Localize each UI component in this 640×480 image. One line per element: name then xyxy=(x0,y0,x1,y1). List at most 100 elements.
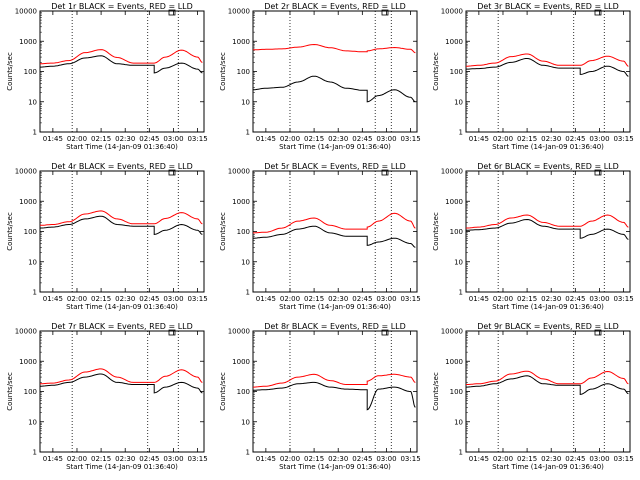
top-marker-square xyxy=(594,329,602,336)
series-line-events xyxy=(466,218,629,240)
y-tick-label: 1 xyxy=(459,449,463,457)
x-tick-label: 02:45 xyxy=(352,295,372,303)
x-tick-label: 03:00 xyxy=(163,295,183,303)
y-tick-label: 1000 xyxy=(19,358,37,366)
y-tick-label: 10 xyxy=(28,98,37,106)
y-axis-label: Counts/sec xyxy=(6,372,14,411)
y-tick-label: 1 xyxy=(33,129,37,137)
series-line-events xyxy=(466,58,629,77)
detector-panel-7: Det 7r BLACK = Events, RED = LLD 1 10 100 10… xyxy=(6,322,208,471)
y-tick-label: 1000 xyxy=(445,358,463,366)
y-axis-label: Counts/sec xyxy=(432,372,440,411)
x-tick-label: 03:15 xyxy=(400,295,420,303)
x-tick-label: 03:00 xyxy=(163,455,183,463)
y-tick-label: 1 xyxy=(246,289,250,297)
series-line-lld xyxy=(466,53,629,67)
x-tick-label: 02:45 xyxy=(139,455,159,463)
series-line-events xyxy=(40,373,203,394)
series-line-events xyxy=(253,381,416,411)
x-tick-label: 01:45 xyxy=(43,455,63,463)
y-axis-label: Counts/sec xyxy=(432,212,440,251)
y-tick-label: 1 xyxy=(33,449,37,457)
x-tick-label: 02:00 xyxy=(493,455,513,463)
detector-panel-4: Det 4r BLACK = Events, RED = LLD 1 10 100 10… xyxy=(6,162,208,311)
y-axis-label: Counts/sec xyxy=(219,52,227,91)
series-line-events xyxy=(39,215,203,235)
series-line-events xyxy=(253,225,416,248)
plot-frame xyxy=(252,10,418,133)
x-tick-label: 02:00 xyxy=(280,295,300,303)
series-line-lld xyxy=(465,214,629,229)
top-marker-square xyxy=(168,169,176,176)
plot-frame xyxy=(252,330,418,453)
x-tick-label: 02:15 xyxy=(517,455,537,463)
x-tick-label: 03:00 xyxy=(589,455,609,463)
panel-title: Det 8r BLACK = Events, RED = LLD xyxy=(264,322,406,331)
y-tick-label: 1000 xyxy=(232,38,250,46)
detector-panel-5: Det 5r BLACK = Events, RED = LLD 1 10 100 10… xyxy=(219,162,421,311)
x-tick-label: 02:45 xyxy=(139,135,159,143)
x-tick-label: 03:00 xyxy=(589,135,609,143)
y-tick-label: 100 xyxy=(24,228,37,236)
x-tick-label: 03:00 xyxy=(589,295,609,303)
plot-frame xyxy=(465,330,631,453)
y-tick-label: 10 xyxy=(28,418,37,426)
panel-title: Det 2r BLACK = Events, RED = LLD xyxy=(264,2,406,11)
y-tick-label: 1 xyxy=(459,129,463,137)
y-tick-label: 10 xyxy=(241,258,250,266)
x-tick-label: 02:30 xyxy=(115,455,135,463)
y-tick-label: 1000 xyxy=(232,198,250,206)
x-tick-label: 02:00 xyxy=(67,455,87,463)
top-marker-square xyxy=(381,169,389,176)
plot-frame xyxy=(39,10,205,133)
x-tick-label: 02:45 xyxy=(565,295,585,303)
x-tick-label: 02:30 xyxy=(541,295,561,303)
y-tick-label: 100 xyxy=(237,68,250,76)
x-tick-label: 02:00 xyxy=(493,295,513,303)
x-tick-label: 02:30 xyxy=(328,135,348,143)
x-axis-label: Start Time (14-Jan-09 01:36:40) xyxy=(66,463,178,471)
y-tick-label: 10000 xyxy=(15,8,37,16)
y-tick-label: 1 xyxy=(246,129,250,137)
x-axis-label: Start Time (14-Jan-09 01:36:40) xyxy=(279,143,391,151)
x-tick-label: 03:00 xyxy=(163,135,183,143)
y-tick-label: 100 xyxy=(450,228,463,236)
y-axis-label: Counts/sec xyxy=(432,52,440,91)
y-tick-label: 1000 xyxy=(19,198,37,206)
y-tick-label: 10000 xyxy=(441,8,463,16)
y-tick-label: 10000 xyxy=(441,328,463,336)
y-tick-label: 100 xyxy=(24,68,37,76)
detector-panel-3: Det 3r BLACK = Events, RED = LLD 1 10 100 10… xyxy=(432,2,634,151)
x-axis-label: Start Time (14-Jan-09 01:36:40) xyxy=(492,463,604,471)
x-tick-label: 03:15 xyxy=(400,135,420,143)
top-marker-square xyxy=(381,329,389,336)
x-tick-label: 01:45 xyxy=(469,135,489,143)
detector-panel-9: Det 9r BLACK = Events, RED = LLD 1 10 100 10… xyxy=(432,322,634,471)
series-line-lld xyxy=(466,370,629,385)
y-tick-label: 10 xyxy=(454,258,463,266)
panel-title: Det 4r BLACK = Events, RED = LLD xyxy=(51,162,193,171)
x-tick-label: 03:00 xyxy=(376,455,396,463)
x-tick-label: 01:45 xyxy=(469,455,489,463)
y-tick-label: 10000 xyxy=(228,168,250,176)
plot-frame xyxy=(465,170,631,293)
y-tick-label: 1 xyxy=(459,289,463,297)
x-tick-label: 02:15 xyxy=(304,135,324,143)
y-tick-label: 10000 xyxy=(228,8,250,16)
x-axis-label: Start Time (14-Jan-09 01:36:40) xyxy=(279,463,391,471)
plot-frame xyxy=(252,170,418,293)
series-line-lld xyxy=(253,373,416,388)
x-tick-label: 03:15 xyxy=(613,135,633,143)
y-tick-label: 10 xyxy=(241,98,250,106)
x-tick-label: 01:45 xyxy=(43,295,63,303)
y-axis-label: Counts/sec xyxy=(6,52,14,91)
x-tick-label: 02:00 xyxy=(67,295,87,303)
x-axis-label: Start Time (14-Jan-09 01:36:40) xyxy=(492,143,604,151)
y-tick-label: 10000 xyxy=(441,168,463,176)
panel-title: Det 1r BLACK = Events, RED = LLD xyxy=(51,2,193,11)
y-tick-label: 100 xyxy=(24,388,37,396)
y-tick-label: 1 xyxy=(246,449,250,457)
x-tick-label: 02:45 xyxy=(565,135,585,143)
y-tick-label: 10 xyxy=(241,418,250,426)
